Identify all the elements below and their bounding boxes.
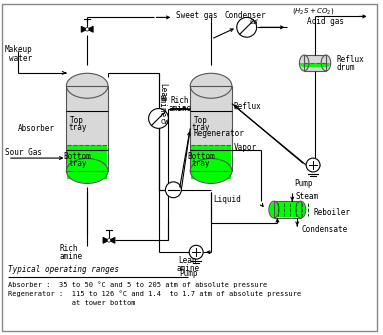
Text: Top: Top xyxy=(194,116,208,125)
Text: Liquid: Liquid xyxy=(213,195,241,204)
Polygon shape xyxy=(103,238,109,243)
Text: amine: amine xyxy=(158,94,167,117)
Ellipse shape xyxy=(269,201,279,218)
Bar xyxy=(304,55,326,71)
Text: drum: drum xyxy=(337,63,355,72)
Ellipse shape xyxy=(66,73,108,98)
Bar xyxy=(274,201,301,218)
Bar xyxy=(274,202,301,217)
Text: Sour Gas: Sour Gas xyxy=(5,148,42,157)
Text: Condensate: Condensate xyxy=(301,225,347,234)
Text: Bottom: Bottom xyxy=(187,152,215,160)
Text: amine: amine xyxy=(59,252,83,261)
Text: CW: CW xyxy=(160,119,169,125)
Bar xyxy=(274,201,301,218)
Text: Steam: Steam xyxy=(295,192,318,201)
Ellipse shape xyxy=(296,201,306,218)
Ellipse shape xyxy=(269,202,278,217)
Text: amine: amine xyxy=(176,264,200,273)
Circle shape xyxy=(237,17,257,37)
Text: Typical operating ranges: Typical operating ranges xyxy=(8,265,119,274)
Ellipse shape xyxy=(67,159,107,183)
Polygon shape xyxy=(81,26,87,32)
Text: Absorber :  35 to 50 °C and 5 to 205 atm of absolute pressure: Absorber : 35 to 50 °C and 5 to 205 atm … xyxy=(8,281,267,288)
Text: tray: tray xyxy=(192,123,210,132)
Ellipse shape xyxy=(191,159,231,183)
Text: Acid gas: Acid gas xyxy=(307,17,344,26)
Text: water: water xyxy=(9,54,32,63)
Text: Vapor: Vapor xyxy=(234,143,257,152)
Circle shape xyxy=(107,239,111,242)
Ellipse shape xyxy=(190,73,232,98)
Ellipse shape xyxy=(300,55,309,71)
Text: Rich: Rich xyxy=(170,96,189,105)
Text: tray: tray xyxy=(68,158,87,168)
Text: Makeup: Makeup xyxy=(5,45,33,54)
Text: Sweet gas: Sweet gas xyxy=(176,11,218,20)
Text: tray: tray xyxy=(192,158,210,168)
Circle shape xyxy=(85,27,89,31)
Text: CW: CW xyxy=(250,19,258,25)
Bar xyxy=(66,86,108,171)
Text: Pump: Pump xyxy=(294,179,313,188)
Text: Lean: Lean xyxy=(178,256,197,265)
Ellipse shape xyxy=(190,158,232,184)
Bar xyxy=(304,55,326,71)
Ellipse shape xyxy=(296,202,305,217)
Bar xyxy=(190,86,232,171)
Bar xyxy=(304,63,326,67)
Polygon shape xyxy=(87,26,93,32)
Circle shape xyxy=(189,245,203,259)
Text: Rich: Rich xyxy=(59,244,78,253)
Circle shape xyxy=(165,182,181,198)
Ellipse shape xyxy=(321,55,331,71)
Text: tray: tray xyxy=(68,123,87,132)
Text: Bottom: Bottom xyxy=(64,152,91,160)
Text: Reflux: Reflux xyxy=(234,102,262,111)
Wedge shape xyxy=(322,63,330,67)
Circle shape xyxy=(149,109,169,128)
Text: Regenerator: Regenerator xyxy=(193,129,244,138)
Text: $(H_2S + CO_2)$: $(H_2S + CO_2)$ xyxy=(292,6,334,16)
Bar xyxy=(190,86,232,171)
Circle shape xyxy=(306,158,320,172)
Text: Regenerator :  115 to 126 °C and 1.4  to 1.7 atm of absolute pressure: Regenerator : 115 to 126 °C and 1.4 to 1… xyxy=(8,290,301,297)
Ellipse shape xyxy=(66,158,108,184)
Text: Reflux: Reflux xyxy=(337,55,365,64)
Bar xyxy=(66,86,108,171)
Text: Top: Top xyxy=(70,116,84,125)
Text: Reboiler: Reboiler xyxy=(313,208,350,217)
Bar xyxy=(191,145,231,179)
Text: amine: amine xyxy=(169,104,192,113)
Text: Lean: Lean xyxy=(158,83,167,102)
Polygon shape xyxy=(109,238,115,243)
Text: Condenser: Condenser xyxy=(225,11,267,20)
Bar xyxy=(67,145,107,179)
Text: Absorber: Absorber xyxy=(18,124,55,133)
Text: at tower bottom: at tower bottom xyxy=(8,300,136,306)
Text: Pump: Pump xyxy=(179,269,198,277)
Wedge shape xyxy=(300,63,309,67)
